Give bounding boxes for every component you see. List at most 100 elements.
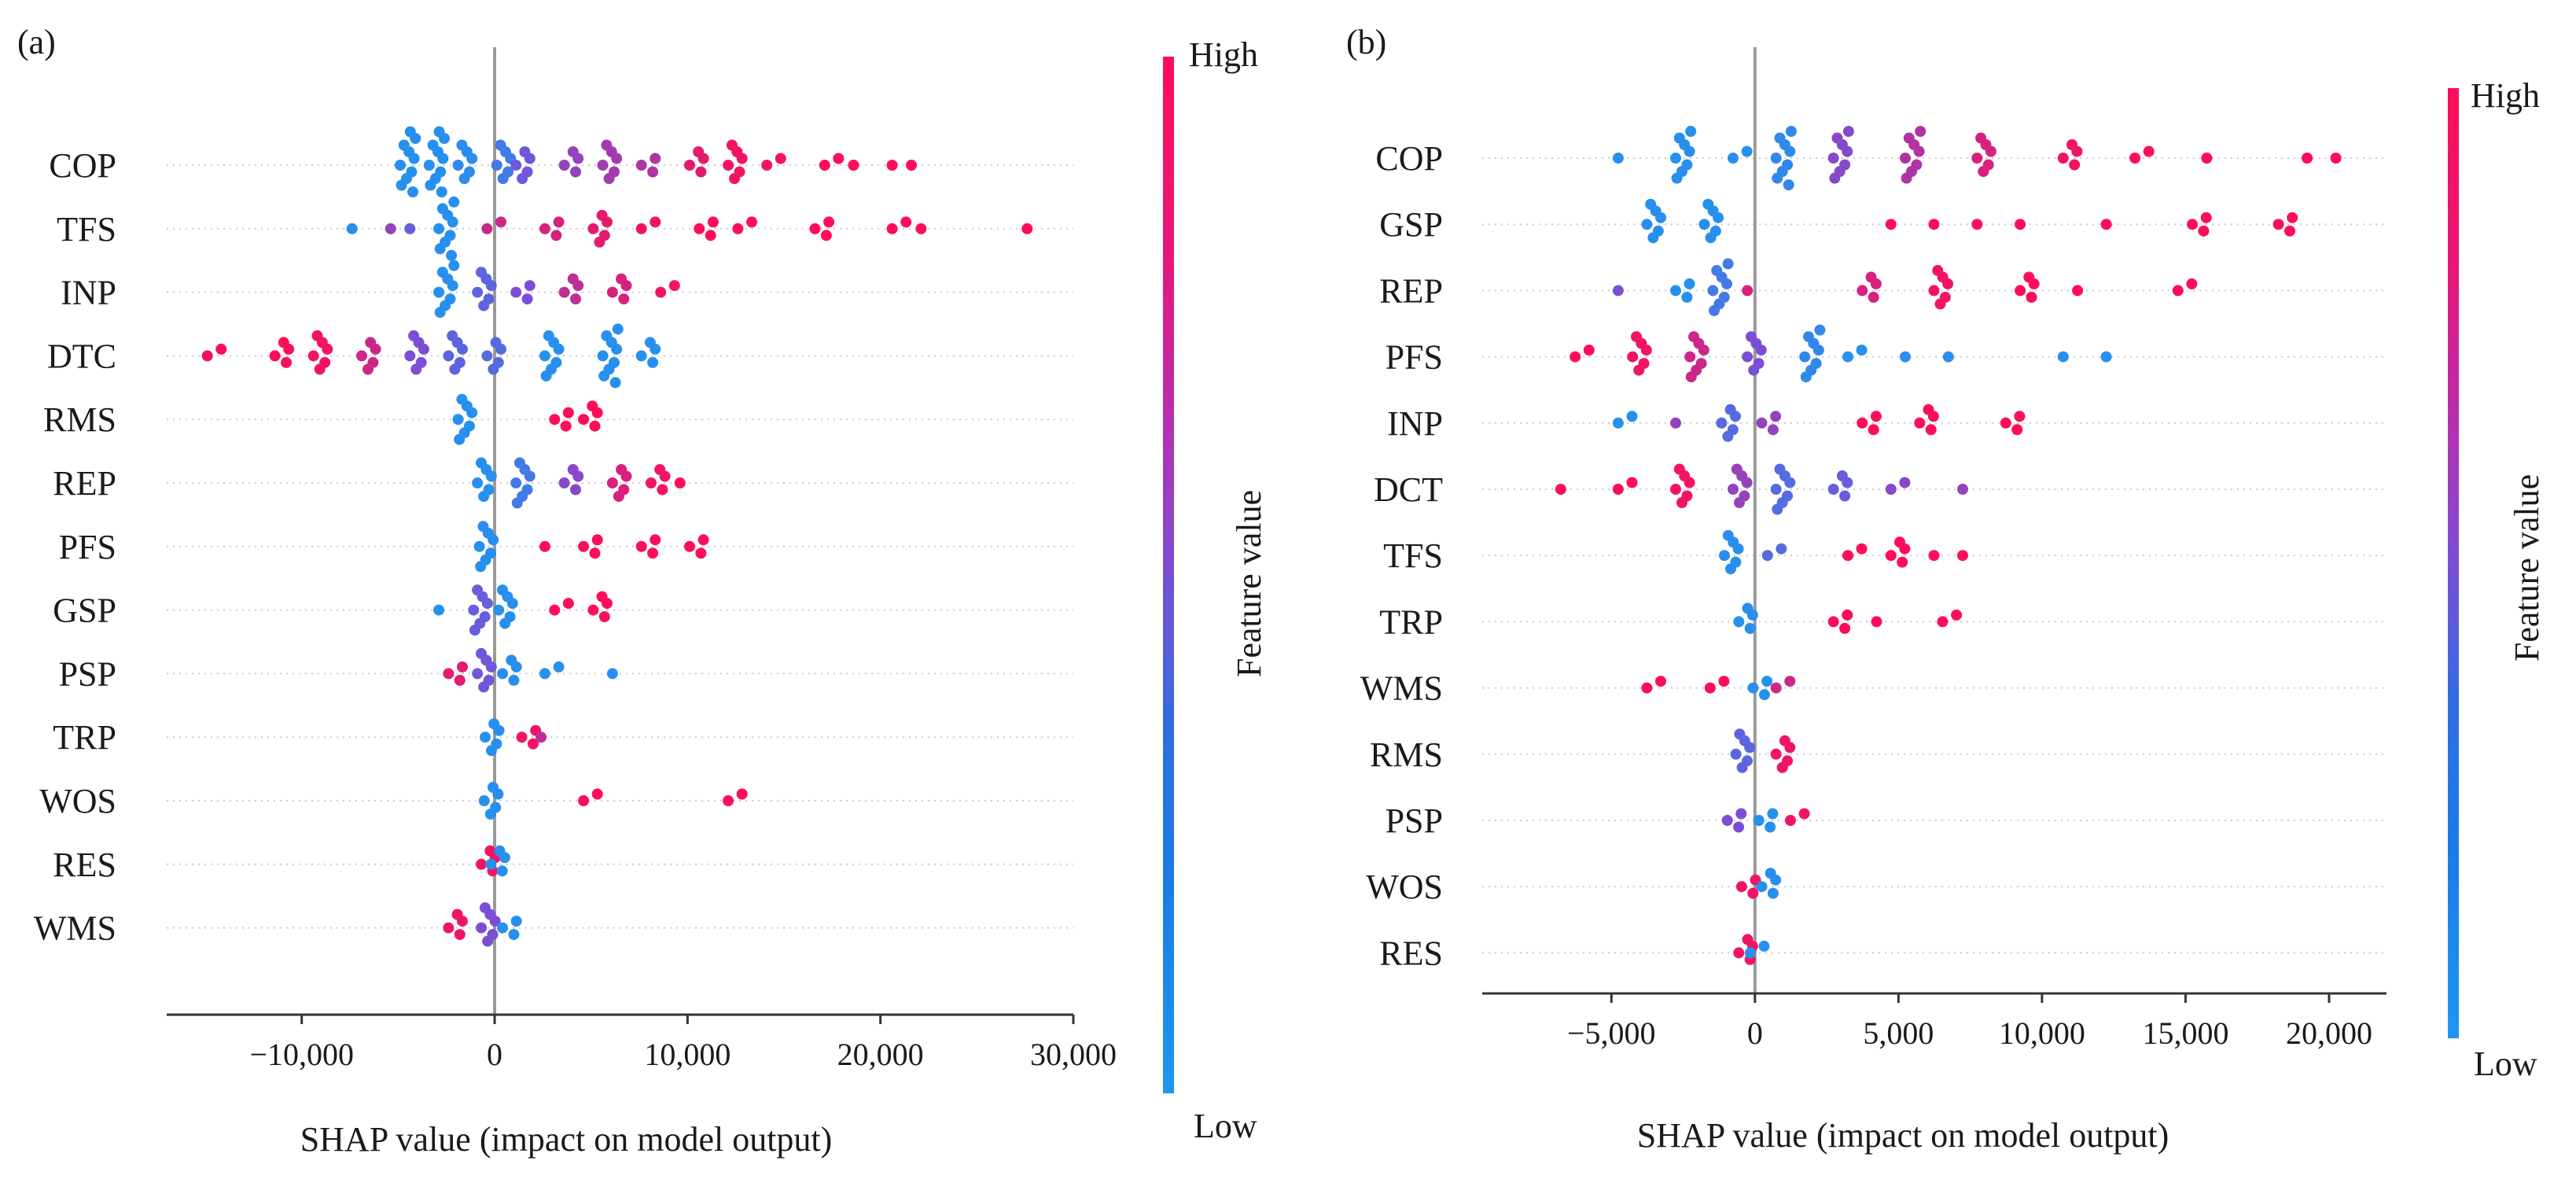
shap-point-dtc xyxy=(443,350,454,362)
shap-point-inp xyxy=(1756,417,1768,429)
feature-label-cop: COP xyxy=(49,146,116,185)
shap-point-cop xyxy=(1670,153,1681,164)
panel-a-colorbar-high: High xyxy=(1189,35,1258,74)
shap-point-wos xyxy=(578,795,590,806)
shap-point-rms xyxy=(454,433,466,445)
shap-point-trp xyxy=(1951,609,1963,621)
shap-point-gsp xyxy=(2287,212,2298,223)
shap-point-cop xyxy=(1673,132,1685,144)
shap-point-cop xyxy=(684,160,695,171)
shap-point-rep xyxy=(2172,285,2184,297)
shap-point-cop xyxy=(1827,153,1839,164)
shap-point-rep xyxy=(478,491,490,502)
shap-point-rep xyxy=(654,464,666,475)
x-tick-label: −10,000 xyxy=(249,1037,354,1072)
shap-point-gsp xyxy=(598,611,610,623)
feature-label-rep: REP xyxy=(53,464,116,503)
shap-point-pfs xyxy=(1814,324,1826,336)
shap-point-pfs xyxy=(695,547,707,559)
shap-point-rep xyxy=(1670,285,1681,297)
shap-point-wms xyxy=(479,902,491,914)
shap-point-rep xyxy=(1711,264,1723,276)
shap-point-rep xyxy=(1684,278,1695,289)
shap-point-inp xyxy=(1857,417,1868,429)
shap-point-rep xyxy=(1865,271,1877,283)
shap-point-trp xyxy=(1839,622,1851,634)
shap-point-tfs xyxy=(1776,543,1787,555)
shap-point-inp xyxy=(1716,417,1728,429)
shap-point-rep xyxy=(2026,291,2037,303)
shap-point-dtc xyxy=(215,343,227,355)
shap-point-dtc xyxy=(314,363,326,375)
shap-point-cop xyxy=(570,166,581,178)
shap-point-pfs xyxy=(589,547,601,559)
shap-point-dct xyxy=(1612,484,1624,495)
shap-point-rep xyxy=(514,457,525,469)
shap-point-tfs xyxy=(346,223,358,234)
shap-point-cop xyxy=(2069,159,2081,171)
shap-point-dct xyxy=(1885,484,1897,495)
shap-point-pfs xyxy=(539,540,550,552)
shap-point-wms xyxy=(1747,682,1759,694)
shap-point-tfs xyxy=(436,203,448,215)
shap-point-inp xyxy=(1722,430,1734,442)
shap-point-pfs xyxy=(473,540,485,552)
shap-point-pfs xyxy=(1684,351,1696,363)
shap-point-gsp xyxy=(596,591,608,603)
shap-point-tfs xyxy=(433,223,445,234)
shap-point-psp xyxy=(478,681,490,693)
shap-point-cop xyxy=(1971,153,1983,164)
shap-point-cop xyxy=(635,160,647,171)
x-tick-label: 0 xyxy=(487,1037,502,1072)
shap-point-gsp xyxy=(1885,219,1897,230)
feature-label-rep: REP xyxy=(1379,271,1443,310)
feature-label-inp: INP xyxy=(61,274,116,312)
panel-b-xlabel: SHAP value (impact on model output) xyxy=(1637,1116,2169,1155)
shap-point-tfs xyxy=(1719,550,1730,562)
shap-point-gsp xyxy=(2200,212,2212,223)
shap-point-dct xyxy=(1772,503,1783,515)
shap-point-psp xyxy=(1798,808,1810,820)
shap-point-inp xyxy=(1923,404,1934,415)
shap-point-tfs xyxy=(1928,550,1940,562)
shap-point-cop xyxy=(404,126,416,138)
shap-point-rep xyxy=(1868,291,1879,303)
shap-point-tfs xyxy=(635,223,647,234)
shap-point-rms xyxy=(1734,728,1746,740)
shap-point-tfs xyxy=(1725,563,1736,575)
shap-point-cop xyxy=(1685,126,1697,137)
shap-point-rms xyxy=(578,414,590,426)
shap-point-rms xyxy=(1730,748,1742,760)
shap-point-tfs xyxy=(820,230,832,241)
shap-point-res xyxy=(496,865,508,877)
shap-point-dtc xyxy=(404,350,416,362)
shap-point-tfs xyxy=(1897,556,1908,568)
shap-point-rep xyxy=(606,477,618,488)
shap-point-psp xyxy=(472,668,484,680)
x-tick-label: 20,000 xyxy=(837,1037,924,1072)
shap-point-trp xyxy=(1744,622,1756,634)
shap-point-tfs xyxy=(596,209,608,221)
shap-point-inp xyxy=(521,293,533,305)
shap-point-tfs xyxy=(481,223,493,234)
shap-point-cop xyxy=(425,179,436,191)
shap-point-gsp xyxy=(472,584,484,596)
shap-point-wms xyxy=(443,922,454,934)
shap-point-dtc xyxy=(540,370,552,381)
shap-point-inp xyxy=(655,286,667,298)
shap-point-inp xyxy=(1724,404,1736,415)
shap-point-dtc xyxy=(447,330,458,341)
shap-point-cop xyxy=(1741,146,1753,157)
shap-point-tfs xyxy=(1885,550,1897,562)
x-tick-label: −5,000 xyxy=(1567,1015,1656,1051)
shap-point-rep xyxy=(472,477,484,488)
shap-point-dtc xyxy=(635,350,647,362)
shap-point-rep xyxy=(646,477,657,488)
shap-point-tfs xyxy=(732,223,744,234)
shap-point-trp xyxy=(528,738,539,750)
shap-point-res xyxy=(1742,934,1754,945)
shap-point-inp xyxy=(1914,417,1926,429)
shap-point-rms xyxy=(589,420,601,432)
shap-point-rep xyxy=(2023,271,2035,283)
shap-point-cop xyxy=(1901,172,1912,184)
